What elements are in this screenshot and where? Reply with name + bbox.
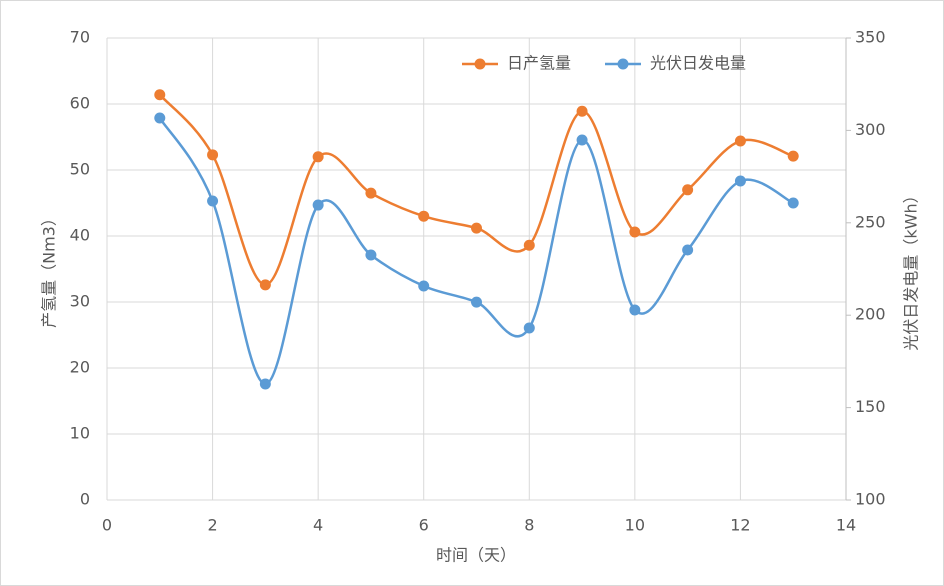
x-axis-label: 时间（天） — [436, 546, 516, 565]
y-tick-label: 50 — [70, 160, 90, 179]
y-tick-label: 70 — [70, 28, 90, 47]
legend-label: 日产氢量 — [507, 54, 571, 73]
y2-tick-label: 250 — [855, 212, 886, 231]
y-axis-label: 产氢量（Nm3） — [40, 210, 59, 328]
point — [629, 226, 641, 238]
point — [787, 197, 799, 209]
y-tick-label: 40 — [70, 226, 90, 245]
y2-tick-label: 150 — [855, 397, 886, 416]
point — [154, 89, 166, 101]
x-tick-label: 10 — [625, 516, 645, 535]
point — [576, 134, 588, 146]
legend-label: 光伏日发电量 — [650, 54, 746, 73]
y-tick-label: 60 — [70, 94, 90, 113]
y2-tick-label: 200 — [855, 305, 886, 324]
x-tick-label: 14 — [836, 516, 856, 535]
x-tick-label: 6 — [419, 516, 429, 535]
legend-marker — [474, 58, 486, 70]
point — [259, 378, 271, 390]
y2-tick-label: 350 — [855, 28, 886, 47]
point — [207, 149, 219, 161]
point — [418, 280, 430, 292]
point — [418, 210, 430, 222]
y2-tick-label: 100 — [855, 490, 886, 509]
point — [365, 249, 377, 261]
point — [312, 199, 324, 211]
point — [154, 112, 166, 124]
y-tick-label: 0 — [80, 490, 90, 509]
y2-tick-label: 300 — [855, 120, 886, 139]
point — [734, 175, 746, 187]
point — [312, 151, 324, 163]
point — [365, 187, 377, 199]
x-tick-label: 12 — [730, 516, 750, 535]
point — [682, 244, 694, 256]
point — [207, 195, 219, 207]
x-tick-label: 8 — [524, 516, 534, 535]
point — [523, 239, 535, 251]
point — [471, 222, 482, 234]
point — [629, 304, 641, 316]
point — [523, 322, 535, 334]
x-tick-label: 4 — [313, 516, 323, 535]
legend-marker — [617, 58, 629, 70]
y-tick-label: 30 — [70, 292, 90, 311]
point — [259, 279, 271, 291]
point — [682, 184, 694, 196]
y2-axis-label: 光伏日发电量（kWh） — [902, 187, 921, 350]
y-tick-label: 10 — [70, 424, 90, 443]
point — [787, 150, 799, 162]
x-tick-label: 2 — [207, 516, 217, 535]
point — [576, 105, 588, 117]
point — [734, 135, 746, 147]
x-tick-label: 0 — [102, 516, 112, 535]
point — [471, 296, 482, 308]
y-tick-label: 20 — [70, 358, 90, 377]
